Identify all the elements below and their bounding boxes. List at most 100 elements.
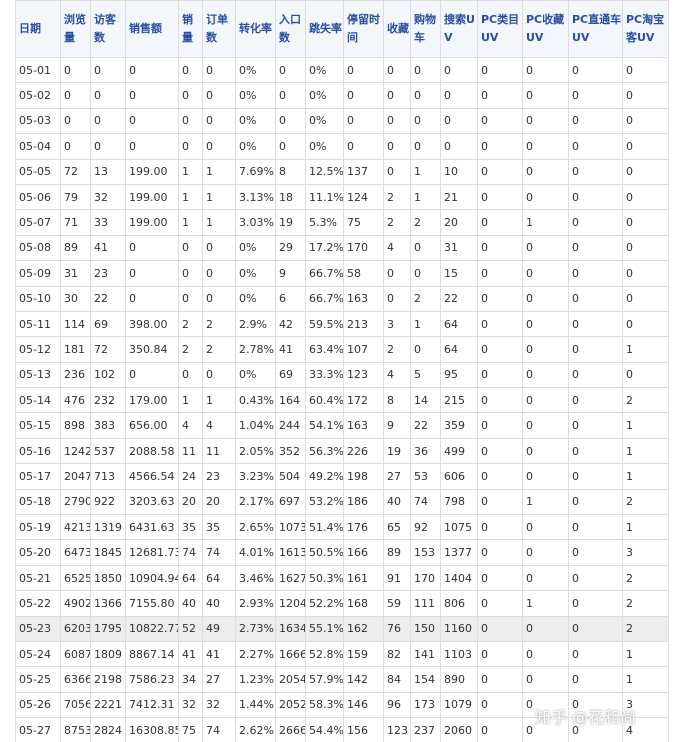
table-cell: 36 [410, 437, 441, 465]
column-header: 访客数 [90, 0, 126, 58]
table-cell: 0 [90, 133, 126, 160]
table-cell: 2221 [90, 691, 126, 719]
table-cell: 0 [568, 640, 623, 668]
table-cell: 1 [410, 183, 441, 211]
table-cell: 1627 [275, 564, 306, 592]
table-cell: 1 [622, 412, 669, 439]
table-cell: 0 [568, 564, 623, 592]
table-row: 05-14 476 232 179.00 1 1 0.43% 164 60.4% 172 8 14 21… [15, 387, 669, 414]
table-cell: 1 [622, 666, 669, 693]
table-cell: 4.01% [235, 539, 276, 566]
table-cell: 32 [178, 691, 203, 719]
table-cell: 0 [202, 234, 236, 262]
table-cell: 0 [90, 107, 126, 135]
table-cell: 15 [440, 260, 478, 287]
table-cell: 0 [125, 107, 179, 135]
table-cell: 22 [440, 285, 478, 312]
table-cell: 4 [178, 412, 203, 439]
table-cell: 20 [440, 209, 478, 236]
table-cell: 1 [178, 183, 203, 211]
table-cell: 35 [178, 514, 203, 541]
table-cell: 154 [410, 666, 441, 693]
table-cell: 0 [622, 209, 669, 236]
table-cell: 76 [383, 615, 411, 642]
table-cell: 922 [90, 488, 126, 516]
table-cell: 1613 [275, 539, 306, 566]
table-cell: 2.62% [235, 717, 276, 742]
table-cell: 0 [477, 514, 523, 541]
table-row: 05-18 2790 922 3203.63 20 20 2.17% 697 53.2% 186 4… [15, 488, 669, 516]
table-cell: 6366 [60, 666, 91, 693]
table-row: 05-04 0 0 0 0 0 0% 0 0% 0 0 0 0 0 0 0 0 [15, 133, 669, 160]
table-cell: 0 [568, 260, 623, 287]
table-cell: 0 [178, 107, 203, 135]
table-cell: 2.27% [235, 640, 276, 668]
table-cell: 2 [622, 387, 669, 414]
table-cell: 162 [343, 615, 384, 642]
table-cell: 41 [178, 640, 203, 668]
table-cell: 10 [440, 158, 478, 185]
table-cell: 6203 [60, 615, 91, 642]
table-cell: 0 [383, 107, 411, 135]
table-cell: 0 [522, 437, 569, 465]
table-cell: 352 [275, 437, 306, 465]
table-cell: 713 [90, 463, 126, 490]
table-cell: 0 [410, 234, 441, 262]
table-cell: 0 [202, 133, 236, 160]
table-cell: 1809 [90, 640, 126, 668]
table-cell: 0 [522, 336, 569, 363]
table-cell: 8753 [60, 717, 91, 742]
table-cell: 0 [477, 158, 523, 185]
table-cell: 92 [410, 514, 441, 541]
table-cell: 0 [202, 82, 236, 109]
table-cell: 2 [202, 336, 236, 363]
table-cell: 0 [568, 514, 623, 541]
header-row: 日期 浏览量 访客数 销售额 销量 订单数 转化率 入口数 跳失率 停留时间 收藏 购物车 搜索UV PC… [15, 0, 669, 58]
table-cell: 63.4% [305, 336, 344, 363]
table-cell: 798 [440, 488, 478, 516]
table-cell: 0 [622, 234, 669, 262]
table-cell: 0 [522, 56, 569, 84]
table-cell: 29 [275, 234, 306, 262]
table-row: 05-22 4902 1366 7155.80 40 40 2.93% 1204 52.2% 16… [15, 590, 669, 617]
table-cell: 7155.80 [125, 590, 179, 617]
table-cell: 2790 [60, 488, 91, 516]
table-cell: 0 [343, 133, 384, 160]
table-cell: 53.2% [305, 488, 344, 516]
table-cell: 1 [522, 488, 569, 516]
table-cell: 1404 [440, 564, 478, 592]
table-cell: 0 [568, 539, 623, 566]
table-row: 05-07 71 33 199.00 1 1 3.03% 19 5.3% 75 2 2 20 0 1 0 0 [15, 209, 669, 236]
table-cell: 10822.77 [125, 615, 179, 642]
table-cell: 0 [568, 590, 623, 617]
table-cell: 213 [343, 310, 384, 338]
table-body: 05-01 0 0 0 0 0 0% 0 0% 0 0 0 0 0 0 0 0 05-02 0 0 0 0 0 0% 0 0% 0 0… [15, 56, 669, 742]
table-cell: 199.00 [125, 183, 179, 211]
table-cell: 54.1% [305, 412, 344, 439]
table-cell: 0 [410, 82, 441, 109]
column-header: PC直通车UV [568, 0, 623, 58]
table-cell: 16308.85 [125, 717, 179, 742]
table-cell: 1 [178, 387, 203, 414]
table-cell: 60.4% [305, 387, 344, 414]
table-cell: 69 [90, 310, 126, 338]
table-cell: 89 [383, 539, 411, 566]
table-cell: 0 [622, 310, 669, 338]
table-cell: 0 [410, 56, 441, 84]
table-cell: 2 [383, 209, 411, 236]
table-cell: 32 [90, 183, 126, 211]
table-cell: 05-01 [15, 56, 61, 84]
table-cell: 9 [383, 412, 411, 439]
table-cell: 50.5% [305, 539, 344, 566]
table-cell: 69 [275, 361, 306, 389]
table-cell: 12681.73 [125, 539, 179, 566]
table-cell: 05-25 [15, 666, 61, 693]
table-cell: 0 [568, 666, 623, 693]
table-cell: 0 [522, 387, 569, 414]
table-cell: 05-08 [15, 234, 61, 262]
table-cell: 1795 [90, 615, 126, 642]
table-cell: 0 [202, 285, 236, 312]
table-cell: 9 [275, 260, 306, 287]
table-cell: 31 [60, 260, 91, 287]
table-cell: 0 [202, 260, 236, 287]
